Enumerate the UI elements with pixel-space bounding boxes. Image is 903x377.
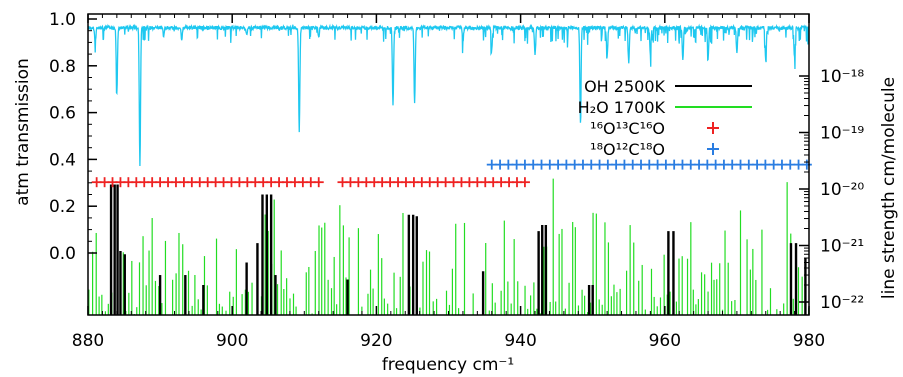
y-left-tick-label: 0.2 [49, 197, 76, 217]
x-tick-label: 980 [793, 331, 825, 351]
co2-16-13-16-marker [313, 177, 324, 188]
x-tick-label: 900 [216, 331, 248, 351]
x-tick-label: 960 [649, 331, 681, 351]
legend-label: ¹⁸O¹²C¹⁸O [590, 140, 665, 159]
x-tick-label: 920 [360, 331, 392, 351]
y-left-tick-label: 1.0 [49, 10, 76, 30]
x-tick-label: 940 [504, 331, 536, 351]
isotopologue-markers [91, 159, 812, 188]
y-axis-left-title: atm transmission [13, 58, 33, 206]
legend-label: ¹⁶O¹³C¹⁶O [590, 119, 665, 138]
y-left-tick-label: 0.0 [49, 244, 76, 264]
legend-label: H₂O 1700K [578, 98, 666, 117]
co2-18-12-18-marker [801, 159, 812, 170]
y-right-tick-label: 10⁻¹⁹ [820, 124, 864, 144]
axes: 880 900 920 940 960 980 1.0 0.8 0.6 0.4 0.2 0.0 10⁻¹… [49, 10, 864, 351]
y-right-tick-label: 10⁻²¹ [820, 237, 864, 257]
y-right-tick-label: 10⁻²² [820, 293, 864, 313]
y-right-tick-label: 10⁻²⁰ [820, 180, 864, 200]
legend: OH 2500K H₂O 1700K ¹⁶O¹³C¹⁶O ¹⁸O¹²C¹⁸O [578, 77, 752, 159]
plot-area [88, 23, 809, 315]
legend-label: OH 2500K [584, 77, 665, 96]
y-axis-right-title: line strength cm/molecule [879, 77, 899, 299]
y-left-tick-label: 0.8 [49, 57, 76, 77]
transmission-curve [88, 23, 809, 167]
y-left-tick-label: 0.6 [49, 104, 76, 124]
x-tick-label: 880 [72, 331, 104, 351]
x-axis-title: frequency cm⁻¹ [382, 355, 514, 375]
y-left-tick-label: 0.4 [49, 150, 76, 170]
co2-16-13-16-marker [519, 177, 530, 188]
y-right-tick-label: 10⁻¹⁸ [820, 67, 864, 87]
